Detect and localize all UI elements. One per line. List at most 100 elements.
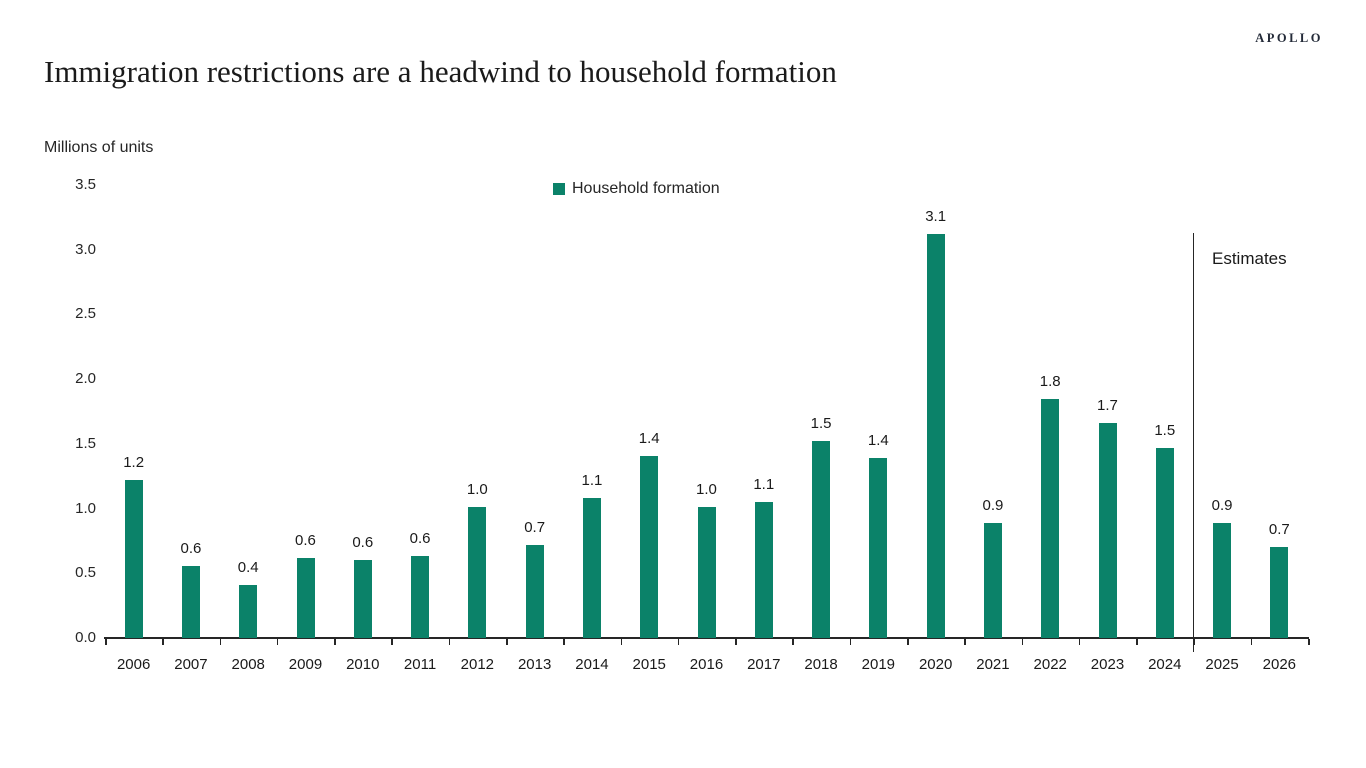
bar-value-label: 1.5 <box>1154 421 1176 439</box>
x-tick-label: 2009 <box>288 656 323 673</box>
bar-value-label: 0.9 <box>1211 496 1233 514</box>
bar <box>468 507 487 638</box>
bar <box>926 234 945 638</box>
bar <box>239 584 258 638</box>
bar <box>411 556 430 638</box>
chart-title: Immigration restrictions are a headwind … <box>44 54 837 89</box>
bar <box>525 544 544 638</box>
x-tick-label: 2006 <box>116 656 151 673</box>
x-axis-tick <box>792 639 794 645</box>
y-tick-label: 0.0 <box>75 629 96 646</box>
estimates-label: Estimates <box>1212 249 1287 268</box>
x-tick-label: 2023 <box>1090 656 1125 673</box>
bar <box>1270 547 1289 638</box>
bar-value-label: 1.5 <box>810 415 832 433</box>
x-tick-label: 2017 <box>747 656 781 673</box>
legend-label: Household formation <box>572 180 720 197</box>
y-tick-label: 0.5 <box>75 564 96 582</box>
x-axis-tick <box>677 639 680 645</box>
y-tick-label: 2.5 <box>75 305 96 323</box>
x-tick-label: 2012 <box>460 656 495 673</box>
x-tick-label: 2013 <box>517 656 552 673</box>
x-axis-tick <box>1078 639 1081 645</box>
x-axis-tick <box>391 639 393 645</box>
x-axis-tick <box>1308 639 1310 645</box>
x-axis-tick <box>563 639 565 645</box>
y-tick-label: 3.5 <box>75 176 96 193</box>
bar <box>983 522 1002 638</box>
x-tick-label: 2015 <box>632 656 666 673</box>
x-axis-line <box>104 637 1309 639</box>
x-tick-label: 2020 <box>918 656 953 673</box>
bar-value-label: 1.1 <box>753 476 775 494</box>
bar-value-label: 0.7 <box>1268 521 1290 539</box>
x-axis-tick <box>1136 639 1138 645</box>
y-tick-label: 3.0 <box>75 240 96 258</box>
legend: Household formation <box>553 180 720 198</box>
x-axis-tick <box>849 639 852 645</box>
bar-value-label: 0.9 <box>982 496 1004 514</box>
x-tick-label: 2010 <box>346 656 380 673</box>
bar <box>296 557 315 638</box>
x-axis-tick <box>1193 639 1195 645</box>
x-axis-tick <box>219 639 222 645</box>
bar-value-label: 0.6 <box>180 539 202 557</box>
x-tick-label: 2025 <box>1205 656 1239 673</box>
x-axis-tick <box>506 639 508 645</box>
bar-value-label: 1.1 <box>581 472 603 490</box>
bar <box>1213 522 1232 638</box>
bar-value-label: 0.4 <box>237 558 259 576</box>
bar-value-label: 1.7 <box>1097 397 1118 415</box>
bar <box>181 565 200 638</box>
estimates-divider-line <box>1192 233 1195 652</box>
x-axis-tick <box>448 639 451 645</box>
bar-value-label: 0.7 <box>524 518 546 536</box>
x-tick-label: 2007 <box>174 656 208 673</box>
x-tick-label: 2024 <box>1148 656 1182 673</box>
x-tick-label: 2019 <box>861 656 896 673</box>
bar-value-label: 0.6 <box>295 531 316 549</box>
bar <box>1098 423 1117 638</box>
bar-value-label: 1.8 <box>1039 372 1061 390</box>
x-axis-tick <box>334 639 336 645</box>
bar <box>640 455 659 638</box>
bar-value-label: 0.6 <box>352 534 374 552</box>
y-tick-label: 2.0 <box>75 370 96 388</box>
x-tick-label: 2026 <box>1262 656 1297 673</box>
x-axis-tick <box>1021 639 1024 645</box>
bar-value-label: 1.0 <box>696 481 717 499</box>
x-tick-label: 2022 <box>1033 656 1067 673</box>
legend-swatch-icon <box>553 183 565 195</box>
bar-value-label: 1.2 <box>123 454 145 472</box>
x-axis-tick <box>620 639 623 645</box>
x-tick-label: 2008 <box>231 656 265 673</box>
y-tick-label: 1.0 <box>75 499 96 517</box>
x-axis-tick <box>1250 639 1253 645</box>
bar <box>754 502 773 638</box>
bar <box>1155 447 1174 638</box>
x-axis-tick <box>907 639 909 645</box>
x-axis-tick <box>735 639 737 645</box>
bar <box>124 480 143 638</box>
x-axis-tick <box>276 639 279 645</box>
bar <box>697 507 716 638</box>
bar <box>582 498 601 638</box>
x-tick-label: 2018 <box>804 656 838 673</box>
bar-value-label: 1.4 <box>867 432 889 450</box>
x-tick-label: 2011 <box>403 656 437 673</box>
x-axis-tick <box>105 639 107 645</box>
apollo-logo: APOLLO <box>1255 31 1323 45</box>
x-tick-label: 2014 <box>575 656 609 673</box>
bar-value-label: 0.6 <box>409 530 431 548</box>
y-axis-units-label: Millions of units <box>44 139 154 156</box>
bar <box>1041 398 1060 638</box>
bar-value-label: 1.0 <box>466 481 488 499</box>
bar-value-label: 1.4 <box>638 429 660 447</box>
y-tick-label: 1.5 <box>75 434 96 452</box>
bar <box>353 560 372 638</box>
bar <box>869 458 888 638</box>
x-axis-tick <box>162 639 164 645</box>
bar-value-label: 3.1 <box>925 208 947 226</box>
